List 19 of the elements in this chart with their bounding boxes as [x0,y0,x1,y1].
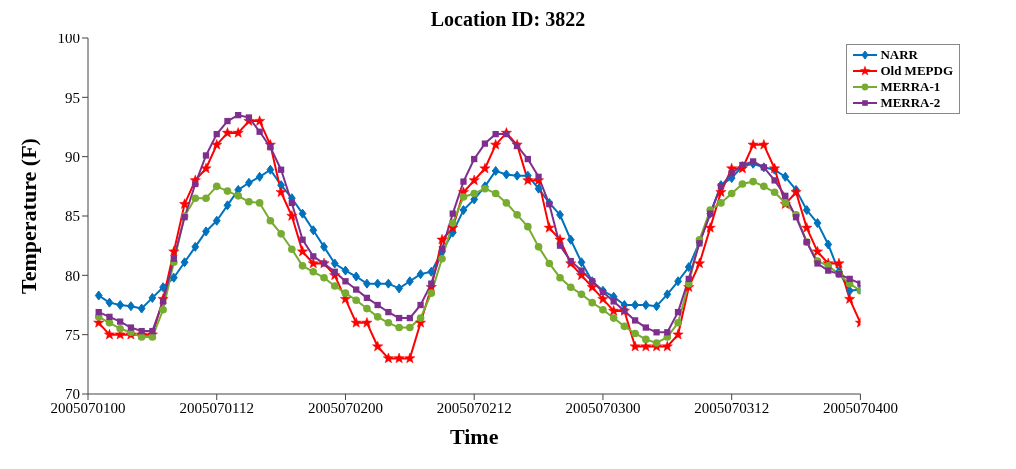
y-tick-label: 85 [65,208,80,225]
y-tick-label: 80 [65,267,80,284]
x-tick-label: 2005070200 [307,399,383,416]
x-tick-label: 2005070300 [565,399,641,416]
y-axis-title: Temperature (F) [15,138,41,294]
x-tick-label: 2005070312 [694,399,770,416]
legend-label: MERRA-1 [880,79,941,95]
legend-label: MERRA-2 [880,95,941,111]
x-tick-label: 2005070212 [436,399,512,416]
y-tick-label: 75 [65,326,80,343]
legend-label: NARR [880,47,918,63]
x-tick-label: 2005070400 [822,399,898,416]
x-axis-title: Time [449,424,499,449]
chart-title: Location ID: 3822 [430,8,586,30]
x-tick-label: 2005070112 [179,399,254,416]
y-tick-label: 100 [57,30,80,47]
legend-label: Old MEPDG [880,63,953,79]
y-tick-label: 95 [65,89,80,106]
y-tick-label: 90 [65,148,80,165]
